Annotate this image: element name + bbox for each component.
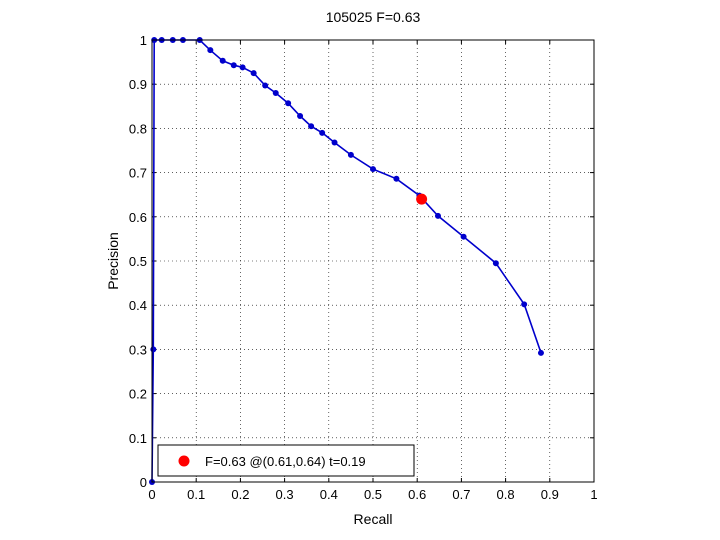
data-point [331,139,338,146]
data-point [230,62,237,69]
x-tick-label: 0.7 [452,487,470,502]
grid [152,40,594,482]
y-tick-label: 0.4 [129,298,147,313]
data-point [308,123,315,130]
data-point [537,349,544,356]
x-tick-label: 0 [148,487,155,502]
data-point [219,57,226,64]
x-tick-label: 0.8 [497,487,515,502]
x-tick-label: 0.1 [187,487,205,502]
data-point [319,129,326,136]
y-tick-label: 0.7 [129,166,147,181]
data-point [262,82,269,89]
axis-ticks: 0 0.1 0.2 0.3 0.4 0.5 0.6 0.7 0.8 0.9 1 0 0.1 0.2 0.3 0… [129,33,598,502]
y-tick-label: 0.6 [129,210,147,225]
x-tick-label: 0.4 [320,487,338,502]
data-point [521,301,528,308]
y-tick-label: 0.5 [129,254,147,269]
best-f-point [416,193,428,205]
x-axis-label: Recall [354,511,393,527]
data-point [492,260,499,267]
data-point [297,113,304,120]
x-tick-label: 0.6 [408,487,426,502]
data-point [150,346,157,353]
y-tick-label: 0.1 [129,431,147,446]
y-tick-label: 1 [140,33,147,48]
y-tick-label: 0.8 [129,121,147,136]
data-point [460,233,467,240]
data-point [250,70,257,77]
data-point [393,175,400,182]
chart-title: 105025 F=0.63 [326,9,421,25]
x-tick-label: 0.5 [364,487,382,502]
plot-frame [151,39,595,483]
x-tick-label: 0.3 [276,487,294,502]
legend: F=0.63 @(0.61,0.64) t=0.19 [157,444,415,477]
data-point [434,212,441,219]
x-tick-label: 1 [590,487,597,502]
x-tick-label: 0.2 [231,487,249,502]
data-point [285,100,292,107]
data-point [370,166,376,173]
y-tick-label: 0.3 [129,342,147,357]
y-tick-label: 0 [140,475,147,490]
data-point [272,90,279,97]
legend-marker [178,455,190,467]
data-point [207,47,214,54]
legend-label: F=0.63 @(0.61,0.64) t=0.19 [205,454,366,469]
y-axis-label: Precision [105,232,121,290]
data-point [347,151,354,158]
legend-box [157,444,415,477]
y-tick-label: 0.2 [129,387,147,402]
data-point [239,64,246,71]
x-tick-label: 0.9 [541,487,559,502]
y-tick-label: 0.9 [129,77,147,92]
